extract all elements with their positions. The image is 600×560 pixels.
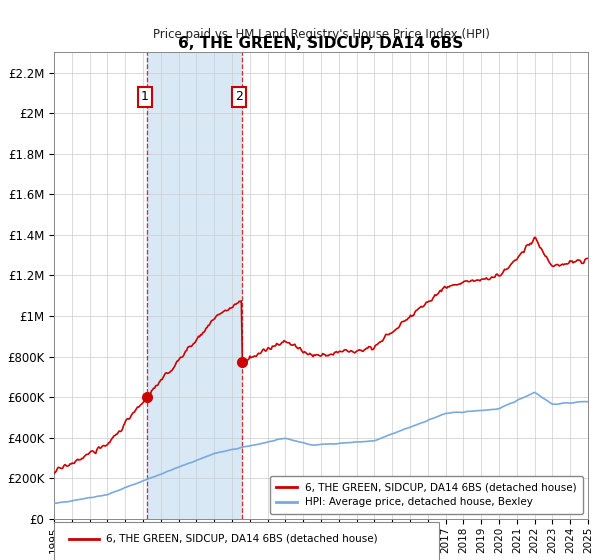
Legend: 6, THE GREEN, SIDCUP, DA14 6BS (detached house), HPI: Average price, detached ho: 6, THE GREEN, SIDCUP, DA14 6BS (detached… — [269, 476, 583, 514]
Bar — [148, 52, 242, 519]
Text: 1: 1 — [141, 90, 149, 104]
Text: 6, THE GREEN, SIDCUP, DA14 6BS (detached house): 6, THE GREEN, SIDCUP, DA14 6BS (detached… — [106, 534, 378, 544]
Title: 6, THE GREEN, SIDCUP, DA14 6BS: 6, THE GREEN, SIDCUP, DA14 6BS — [178, 36, 464, 51]
Text: 2: 2 — [235, 90, 243, 104]
Text: Price paid vs. HM Land Registry's House Price Index (HPI): Price paid vs. HM Land Registry's House … — [152, 29, 490, 41]
